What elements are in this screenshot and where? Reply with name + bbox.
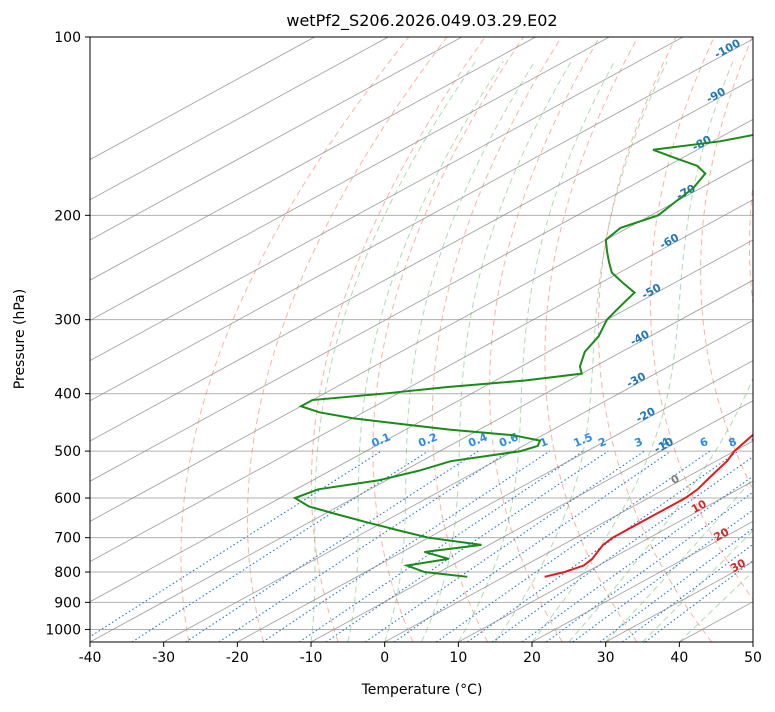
x-tick-label: 30	[597, 650, 615, 666]
isotherm-label: -100	[712, 36, 743, 61]
isotherm-line	[458, 37, 775, 642]
x-tick-label: 20	[523, 650, 541, 666]
isotherm-line	[0, 37, 775, 642]
x-tick-label: -10	[300, 650, 323, 666]
isotherm-label: -40	[628, 327, 652, 348]
dry-adiabat-line	[247, 37, 447, 642]
x-tick-label: 40	[670, 650, 688, 666]
isotherm-label: -10	[652, 435, 676, 456]
isotherm-label: -90	[704, 85, 728, 106]
mixing-ratio-line	[546, 451, 775, 642]
isotherm-line	[16, 37, 775, 642]
y-tick-label: 800	[54, 565, 81, 581]
isotherm-label: -60	[658, 231, 682, 252]
y-tick-label: 1000	[45, 622, 81, 638]
x-axis-title: Temperature (°C)	[361, 682, 483, 698]
mixing-ratio-label: 3	[633, 435, 645, 450]
moist-adiabat-line	[385, 62, 535, 642]
x-tick-label: 50	[744, 650, 762, 666]
mixing-ratio-line	[299, 451, 583, 642]
isotherm-label: -20	[634, 405, 658, 426]
x-tick-label: 0	[380, 650, 389, 666]
mixing-ratio-line	[645, 451, 775, 642]
isotherm-label: -30	[624, 369, 648, 390]
chart-title: wetPf2_S206.2026.049.03.29.E02	[286, 11, 557, 31]
mixing-ratio-label: 1.5	[572, 431, 595, 450]
y-tick-label: 400	[54, 387, 81, 403]
dry-adiabat-line	[490, 37, 600, 642]
isotherm-line	[0, 37, 315, 642]
dry-adiabat-line	[650, 37, 775, 642]
y-tick-label: 300	[54, 313, 81, 329]
mixing-ratio-label: 2	[596, 435, 608, 450]
x-tick-label: 10	[449, 650, 467, 666]
mixing-ratio-label: 6	[698, 435, 710, 450]
isotherm-line	[237, 37, 775, 642]
mixing-ratio-line	[82, 451, 382, 642]
x-tick-label: -40	[79, 650, 102, 666]
isotherm-line	[0, 37, 775, 642]
dry-adiabat-line	[598, 37, 711, 642]
mixing-ratio-line	[186, 451, 478, 642]
isotherm-line	[0, 37, 462, 642]
moist-adiabat-line	[606, 62, 775, 642]
y-tick-label: 700	[54, 531, 81, 547]
isotherm-label: -50	[640, 281, 664, 302]
isotherm-line	[679, 37, 775, 642]
moist-adiabat-line	[569, 62, 775, 642]
y-tick-label: 900	[54, 595, 81, 611]
isotherm-line	[0, 37, 775, 642]
x-tick-label: -20	[226, 650, 249, 666]
mixing-ratio-label: 0.2	[416, 431, 439, 450]
isotherm-line	[0, 37, 775, 642]
dry-adiabat-line	[373, 37, 523, 642]
isotherm-label: 0	[669, 472, 682, 487]
y-axis-title: Pressure (hPa)	[12, 289, 28, 389]
y-tick-label: 600	[54, 491, 81, 507]
moist-adiabat-line	[458, 62, 614, 642]
y-tick-label: 200	[54, 208, 81, 224]
x-tick-label: -30	[152, 650, 175, 666]
moist-adiabat-line	[348, 62, 503, 642]
mixing-ratio-label: 8	[727, 435, 739, 450]
mixing-ratio-line	[622, 451, 775, 642]
isotherm-line	[753, 37, 775, 642]
isotherm-line	[0, 37, 536, 642]
plot-frame	[90, 37, 753, 642]
y-tick-label: 100	[54, 30, 81, 46]
isotherm-label: 40	[751, 584, 771, 603]
y-tick-label: 500	[54, 444, 81, 460]
isotherm-line	[0, 37, 609, 642]
mixing-ratio-line	[436, 451, 709, 642]
